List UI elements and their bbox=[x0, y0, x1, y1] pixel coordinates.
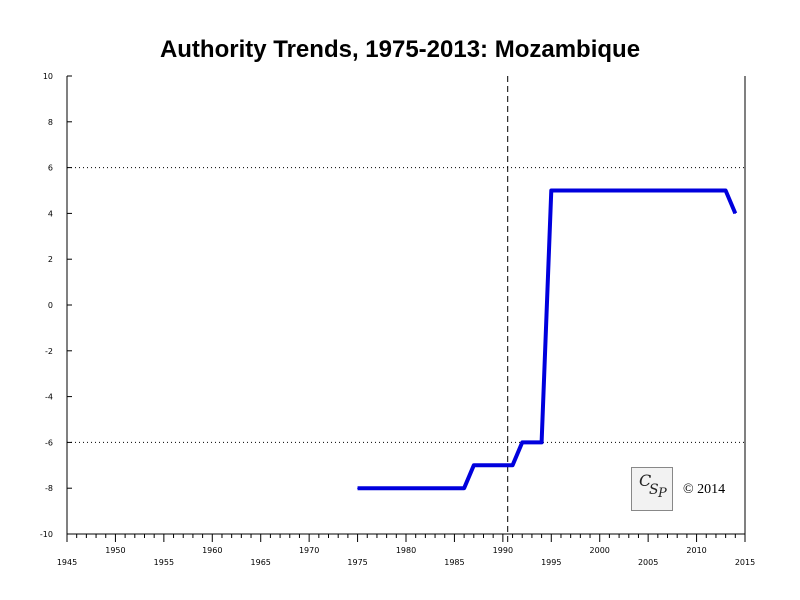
x-tick-label: 1985 bbox=[444, 558, 464, 567]
series-point bbox=[463, 487, 465, 489]
y-tick-label: 8 bbox=[48, 118, 53, 127]
y-tick-label: 10 bbox=[43, 72, 53, 81]
x-tick-label: 1955 bbox=[154, 558, 174, 567]
x-tick-label: 2005 bbox=[638, 558, 658, 567]
x-tick-label: 1970 bbox=[299, 546, 319, 555]
y-tick-label: 2 bbox=[48, 255, 53, 264]
x-tick-label: 1990 bbox=[493, 546, 513, 555]
x-tick-label: 1995 bbox=[541, 558, 561, 567]
x-tick-label: 1960 bbox=[202, 546, 222, 555]
y-tick-label: -2 bbox=[45, 347, 53, 356]
x-tick-label: 1980 bbox=[396, 546, 416, 555]
authority-series-line bbox=[357, 188, 738, 491]
copyright-text: © 2014 bbox=[683, 482, 726, 497]
series-point bbox=[550, 190, 552, 191]
chart-title: Authority Trends, 1975-2013: Mozambique bbox=[159, 36, 641, 63]
series-point bbox=[725, 190, 727, 191]
series-point bbox=[734, 212, 736, 214]
series-point bbox=[357, 487, 359, 489]
x-tick-label: 2015 bbox=[735, 558, 755, 567]
y-tick-label: -6 bbox=[45, 438, 53, 447]
x-tick-label: 1965 bbox=[251, 558, 271, 567]
series-point bbox=[521, 441, 523, 443]
y-tick-label: 0 bbox=[48, 301, 53, 310]
x-tick-label: 1945 bbox=[57, 558, 77, 567]
series-point bbox=[473, 464, 475, 466]
x-tick-label: 1975 bbox=[347, 558, 367, 567]
y-tick-label: 6 bbox=[48, 164, 53, 173]
x-tick-label: 2010 bbox=[686, 546, 706, 555]
x-tick-label: 2000 bbox=[590, 546, 610, 555]
y-tick-label: -4 bbox=[45, 393, 53, 402]
y-tick-label: -8 bbox=[45, 484, 53, 493]
series-point bbox=[541, 441, 543, 443]
series-point bbox=[512, 464, 514, 466]
y-tick-label: -10 bbox=[40, 530, 53, 539]
csp-logo: C S P bbox=[631, 467, 673, 511]
x-tick-label: 1950 bbox=[105, 546, 125, 555]
y-tick-label: 4 bbox=[48, 209, 53, 218]
